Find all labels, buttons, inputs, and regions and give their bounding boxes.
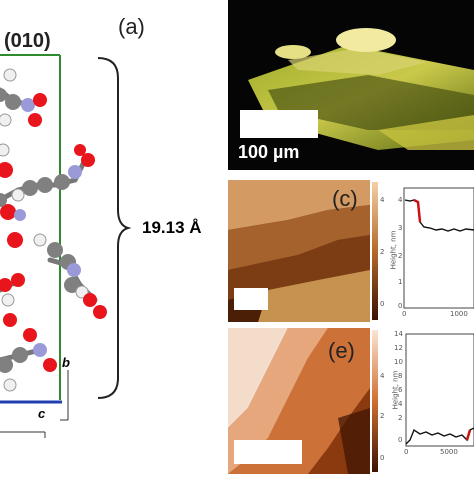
afm-c-colorbar-mid: 2	[380, 248, 385, 256]
profile-top-ytick-0: 4	[398, 196, 403, 204]
profile-top-xtick-1: 1000	[450, 310, 468, 318]
plane-label: (010)	[4, 30, 51, 52]
crystal-structure-panel: (010)	[0, 0, 230, 474]
afm-e-colorbar-mid: 2	[380, 412, 385, 420]
spacing-bracket	[97, 57, 132, 399]
panel-label-e: (e)	[328, 338, 355, 363]
afm-image-c	[228, 180, 370, 322]
panel-label-c: (c)	[332, 186, 358, 211]
profile-bottom-ytick-0: 14	[394, 330, 403, 338]
axis-c-label: c	[38, 406, 46, 421]
profile-bottom-ytick-3: 8	[398, 372, 403, 380]
profile-top-xtick-0: 0	[402, 310, 407, 318]
panel-label-a: (a)	[118, 14, 145, 39]
afm-c-colorbar	[372, 182, 378, 320]
molecule-packing-diagram	[0, 54, 132, 438]
profile-bottom-xtick-1: 5000	[440, 448, 458, 456]
profile-bottom-ytick-2: 10	[394, 358, 403, 366]
atoms	[0, 68, 107, 392]
profile-top-highlight	[413, 198, 422, 223]
profile-chart-top: 4 3 2 1 0 Height, nm 0 1000	[389, 182, 474, 322]
profile-bottom-ytick-5: 4	[398, 400, 403, 408]
profile-top-ytick-3: 1	[398, 278, 403, 286]
afm-image-e	[228, 328, 370, 474]
profile-top-ytick-4: 0	[398, 302, 403, 310]
profile-bottom-xtick-0: 0	[404, 448, 409, 456]
profile-bottom-ytick-4: 6	[398, 386, 403, 394]
afm-e-colorbar	[372, 330, 378, 472]
profile-bottom-ylabel: Height, nm	[391, 370, 400, 410]
afm-c-colorbar-top: 4	[380, 196, 385, 204]
afm-e-scale-bar	[234, 440, 302, 464]
profile-top-ytick-2: 2	[398, 252, 403, 260]
profile-bottom-highlight	[465, 429, 472, 441]
profile-top-ytick-1: 3	[398, 224, 403, 232]
afm-e-colorbar-top: 4	[380, 372, 385, 380]
scale-bar-label: 100 µm	[238, 142, 300, 162]
profile-bottom-ytick-6: 2	[398, 414, 403, 422]
afm-e-colorbar-bottom: 0	[380, 454, 385, 462]
profile-top-ylabel: Height, nm	[389, 230, 398, 270]
profile-bottom-ytick-1: 12	[394, 344, 403, 352]
optical-microscope-image: 100 µm	[228, 0, 474, 170]
spacing-label: 19.13 Å	[142, 218, 202, 237]
afm-c-colorbar-bottom: 0	[380, 300, 385, 308]
profile-bottom-ytick-7: 0	[398, 436, 403, 444]
scale-bar	[240, 110, 318, 138]
profile-chart-bottom: 14 12 10 8 6 4 2 0 Height, nm 0 5000	[391, 330, 474, 474]
axis-b-label: b	[62, 355, 70, 370]
afm-c-scale-bar	[234, 288, 268, 310]
